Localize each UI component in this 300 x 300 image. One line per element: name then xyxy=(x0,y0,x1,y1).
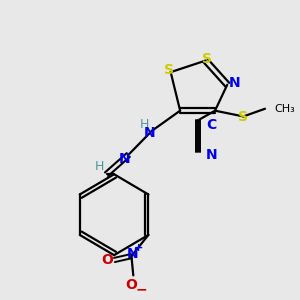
Text: C: C xyxy=(206,118,216,132)
Text: CH₃: CH₃ xyxy=(274,104,295,114)
Text: H: H xyxy=(140,118,149,131)
Text: N: N xyxy=(144,126,156,140)
Text: H: H xyxy=(94,160,104,173)
Text: S: S xyxy=(202,52,212,66)
Text: S: S xyxy=(164,63,174,77)
Text: N: N xyxy=(206,148,217,162)
Text: N: N xyxy=(229,76,241,90)
Text: N: N xyxy=(119,152,130,166)
Text: N: N xyxy=(127,247,138,261)
Text: O: O xyxy=(101,253,113,267)
Text: O: O xyxy=(125,278,137,292)
Text: S: S xyxy=(238,110,248,124)
Text: +: + xyxy=(134,243,144,254)
Text: −: − xyxy=(135,283,147,297)
